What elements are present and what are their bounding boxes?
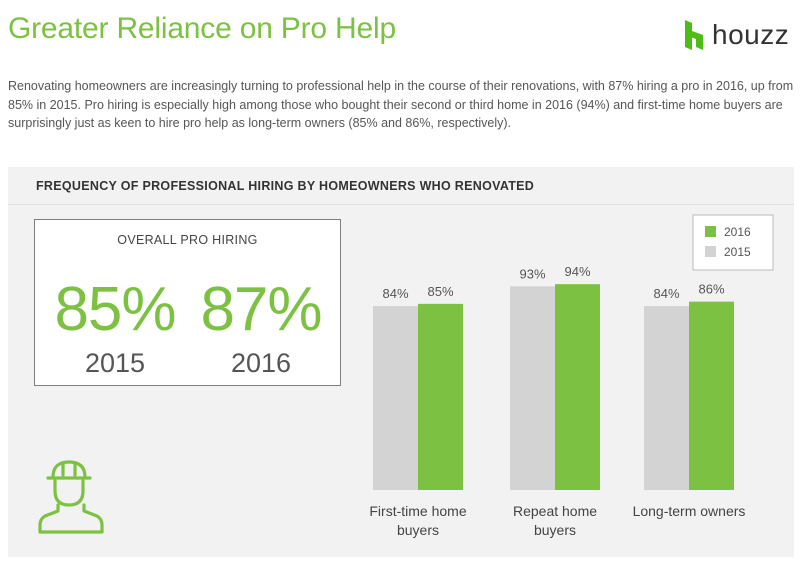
page-title: Greater Reliance on Pro Help [8, 12, 396, 45]
category-label-2-line-1: Repeat home [513, 503, 597, 519]
legend-swatch-2016 [705, 226, 716, 237]
value-label-2016-1: 85% [427, 284, 453, 299]
construction-worker-hardhat-icon [38, 460, 104, 534]
houzz-logo-icon [685, 20, 703, 50]
category-label-1-line-1: First-time home [369, 503, 466, 519]
legend-label-2016: 2016 [724, 225, 751, 239]
panel-divider [8, 204, 794, 205]
overall-value-2016: 87% [200, 275, 322, 344]
value-label-2015-2: 93% [519, 266, 545, 281]
houzz-logo[interactable]: houzz [681, 18, 796, 58]
value-label-2016-2: 94% [564, 264, 590, 279]
legend-swatch-2015 [705, 246, 716, 257]
legend-label-2015: 2015 [724, 245, 751, 259]
chart-panel: FREQUENCY OF PROFESSIONAL HIRING BY HOME… [8, 167, 794, 557]
overall-year-2015: 2015 [84, 348, 146, 378]
bar-2016-1 [418, 303, 463, 490]
overall-value-2015: 85% [54, 275, 176, 344]
overall-label: OVERALL PRO HIRING [117, 233, 258, 247]
value-label-2016-3: 86% [698, 282, 724, 297]
category-label-3-line-1: Long-term owners [633, 503, 746, 519]
bar-2016-2 [555, 284, 600, 490]
logo-text: houzz [712, 19, 790, 50]
bar-2015-2 [510, 286, 555, 490]
bar-chart: 84% 85% First-time home buyers 93% 94% Repeat … [369, 214, 774, 538]
overall-year-2016: 2016 [230, 348, 292, 378]
bar-2015-3 [644, 306, 689, 490]
panel-title: FREQUENCY OF PROFESSIONAL HIRING BY HOME… [36, 179, 535, 193]
value-label-2015-1: 84% [382, 286, 408, 301]
overall-pro-hiring-box: OVERALL PRO HIRING 85% 87% 2015 2016 [34, 219, 341, 386]
category-label-2-line-2: buyers [534, 522, 576, 538]
bar-2015-1 [373, 306, 418, 490]
legend-box [692, 214, 774, 271]
intro-paragraph: Renovating homeowners are increasingly t… [8, 79, 794, 130]
bar-2016-3 [689, 301, 734, 490]
category-label-1-line-2: buyers [397, 522, 439, 538]
value-label-2015-3: 84% [653, 286, 679, 301]
